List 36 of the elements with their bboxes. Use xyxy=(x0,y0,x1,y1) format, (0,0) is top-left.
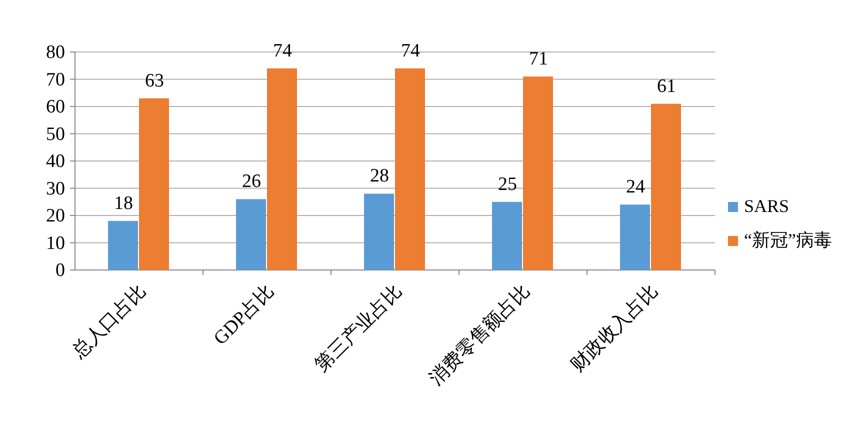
data-label: 71 xyxy=(529,48,548,70)
bar xyxy=(395,68,425,270)
data-label: 28 xyxy=(370,166,389,187)
bar xyxy=(492,202,522,270)
data-label: 24 xyxy=(626,176,646,198)
bar xyxy=(523,76,553,270)
x-tick-label: 第三产业占比 xyxy=(311,280,407,376)
bar xyxy=(620,204,650,270)
y-tick-label: 20 xyxy=(46,206,65,226)
data-label: 74 xyxy=(401,40,420,62)
bar xyxy=(364,194,394,270)
data-label: 74 xyxy=(273,40,292,62)
data-label: 18 xyxy=(114,192,133,214)
bar xyxy=(236,199,266,270)
y-tick-label: 60 xyxy=(46,96,65,118)
y-tick-label: 40 xyxy=(46,151,65,172)
bar xyxy=(267,68,297,270)
data-label: 26 xyxy=(242,171,261,192)
legend-label: “新冠”病毒 xyxy=(744,230,832,250)
data-label: 25 xyxy=(498,174,517,195)
x-tick-label: GDP占比 xyxy=(210,280,279,350)
data-label: 61 xyxy=(657,76,676,97)
y-tick-label: 50 xyxy=(46,124,65,145)
y-tick-label: 70 xyxy=(46,69,65,90)
y-tick-label: 80 xyxy=(46,42,65,63)
bar xyxy=(651,104,681,270)
x-tick-label: 消费零售额占比 xyxy=(424,280,535,390)
data-label: 63 xyxy=(145,70,164,92)
y-tick-label: 10 xyxy=(46,232,65,254)
bar xyxy=(139,98,169,270)
legend-label: SARS xyxy=(744,196,790,216)
x-tick-label: 财政收入占比 xyxy=(567,280,663,376)
bar xyxy=(108,220,138,270)
x-tick-label: 总人口占比 xyxy=(68,280,151,364)
y-tick-label: 30 xyxy=(46,178,65,200)
y-tick-label: 0 xyxy=(56,260,65,281)
